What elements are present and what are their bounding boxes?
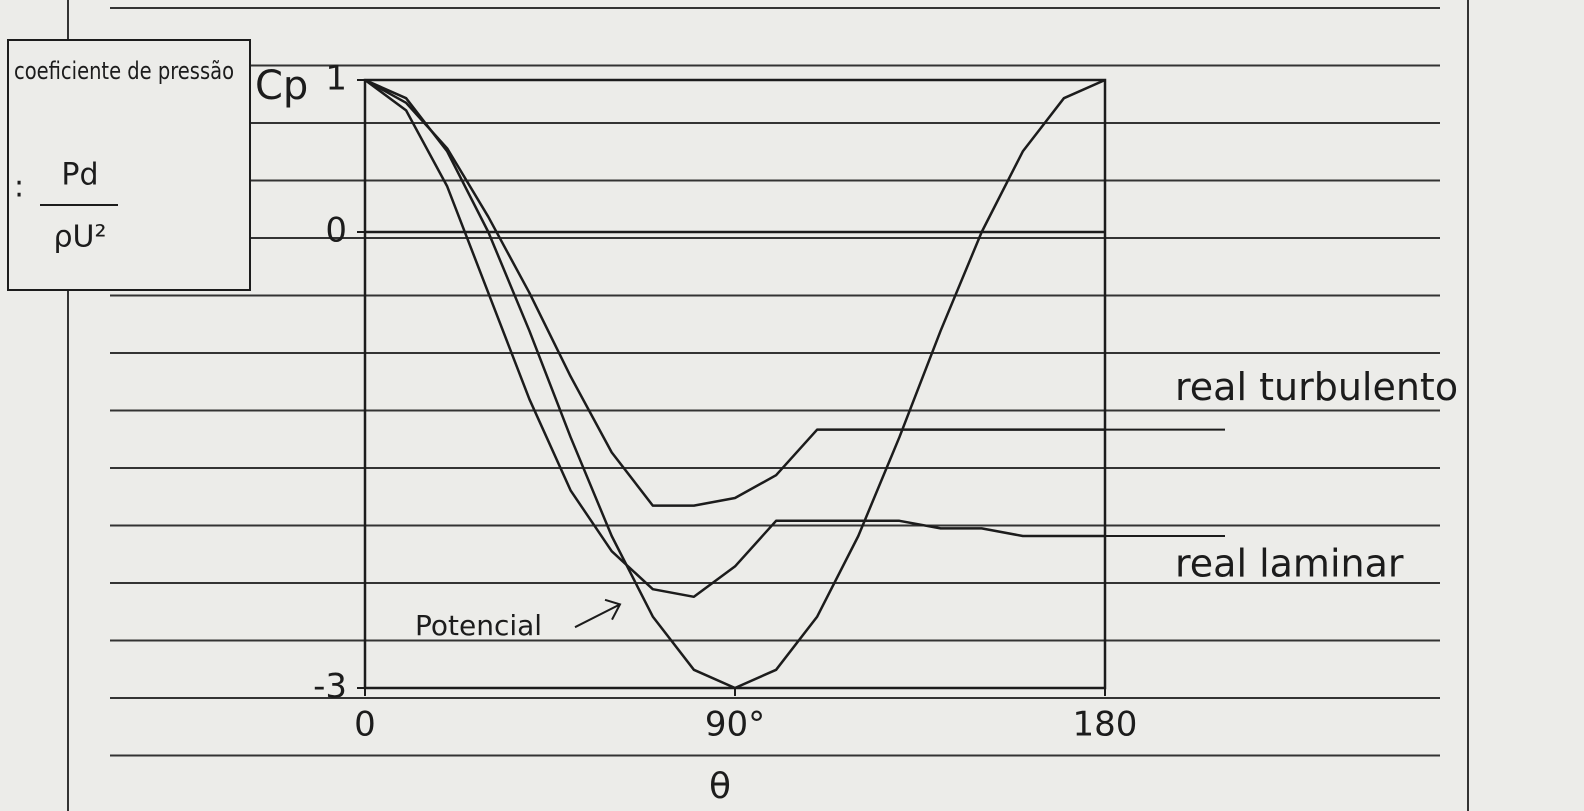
series-label: Potencial (415, 609, 542, 642)
series-label: real laminar (1175, 542, 1404, 586)
formula-prefix: : (14, 170, 24, 205)
x-tick-label: 90° (705, 705, 765, 745)
series-line (364, 78, 1105, 599)
y-tick-label: -3 (313, 667, 347, 707)
formula-numerator: Pd (61, 158, 98, 193)
series-label: real turbulento (1175, 365, 1458, 409)
x-axis-label: θ (709, 766, 731, 807)
y-axis-symbol: Cp (255, 63, 308, 109)
paper-lines (110, 7, 1440, 757)
ylabel-box (7, 39, 251, 291)
label-arrow (574, 598, 622, 629)
y-axis-label: coeficiente de pressão (14, 57, 234, 85)
series-line (364, 78, 1105, 507)
series-line (364, 78, 1106, 690)
x-tick-label: 0 (354, 705, 376, 745)
x-tick-label: 180 (1073, 705, 1138, 745)
formula-denominator: ρU² (53, 220, 106, 255)
y-tick-label: 1 (325, 59, 347, 99)
y-tick-label: 0 (325, 211, 347, 251)
